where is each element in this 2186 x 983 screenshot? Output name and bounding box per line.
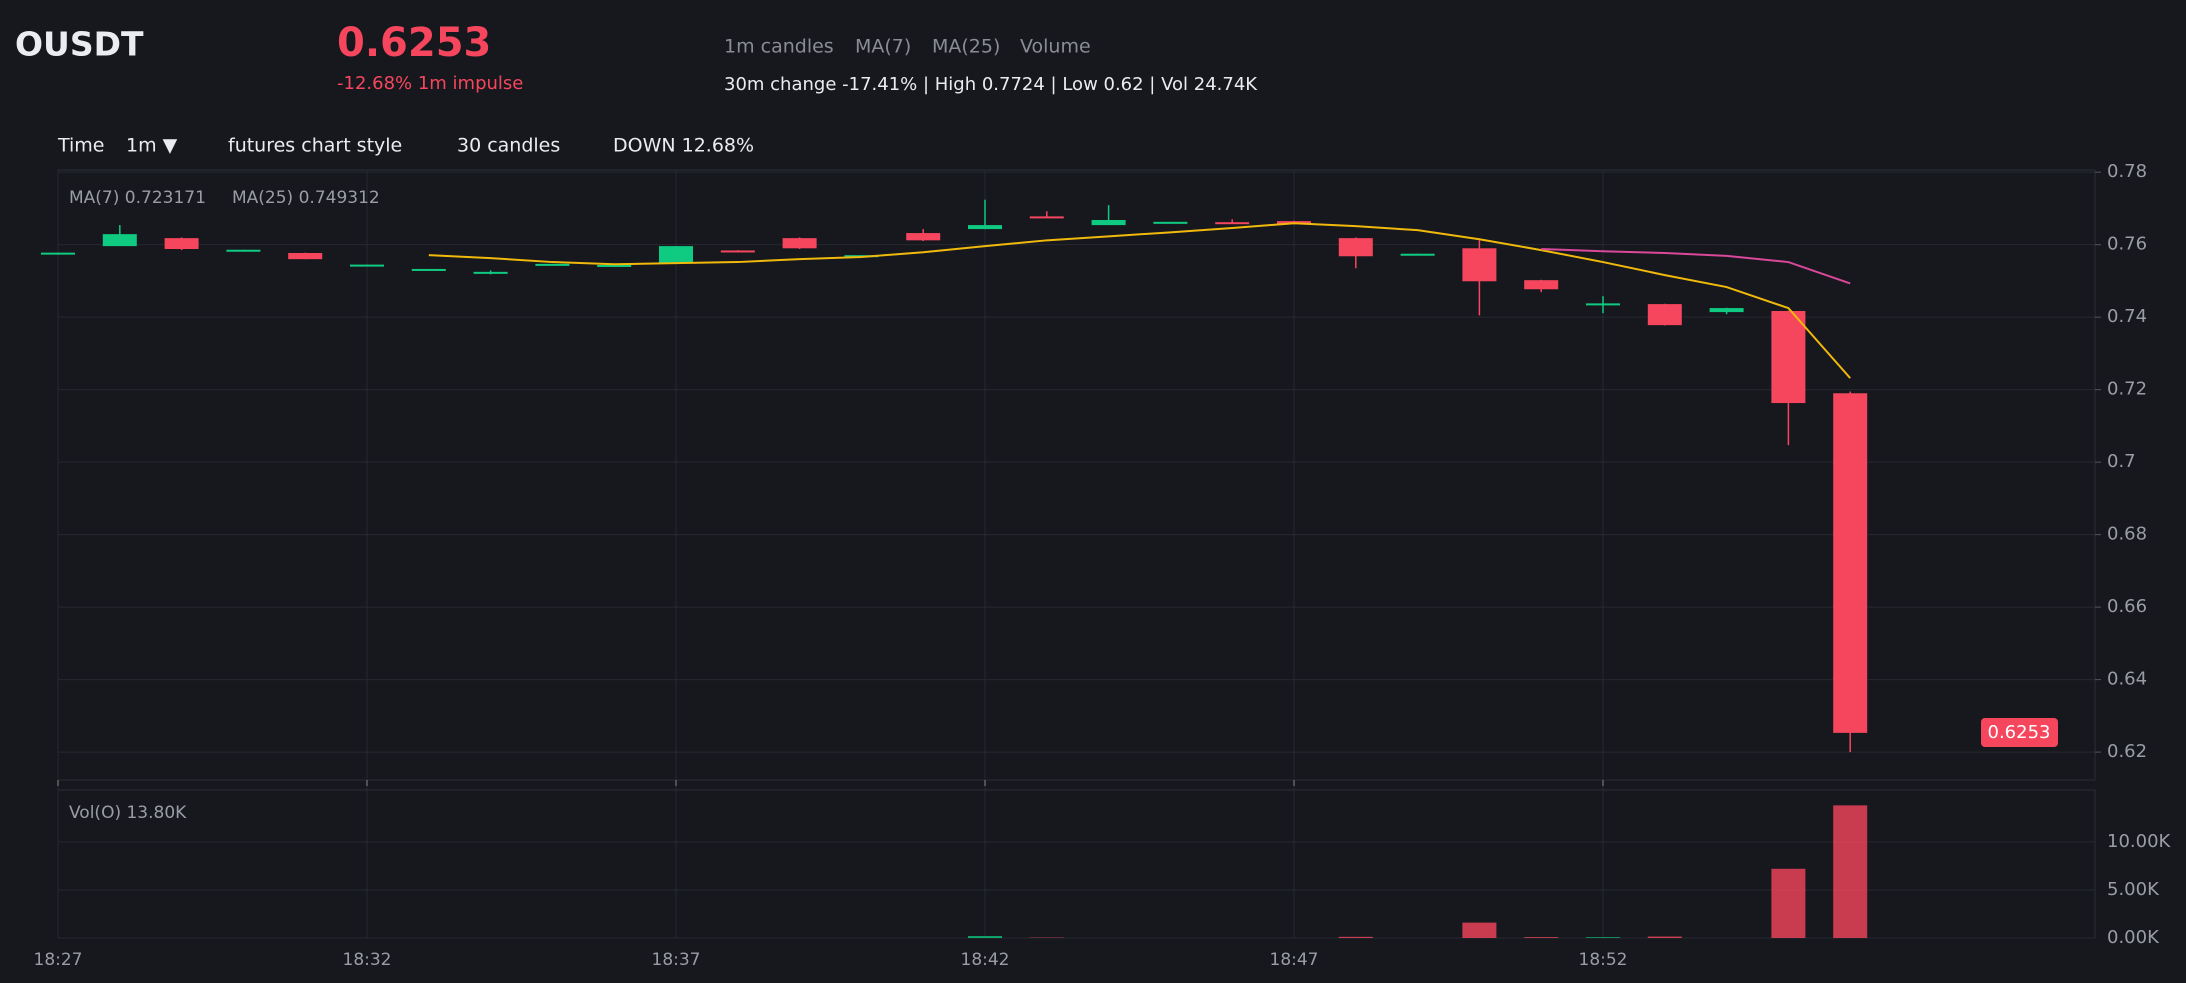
volume-bar [1647,936,1682,938]
candle-body [226,249,261,252]
candle-body [535,263,570,266]
volume-bar [1771,868,1806,938]
candle-body [164,238,199,250]
direction: DOWN 12.68% [613,135,754,157]
candle-body [782,238,817,249]
legend-item: Volume [1020,36,1091,58]
candle-body [659,246,693,264]
x-tick-label: 18:32 [343,950,392,970]
y-tick-label: 0.68 [2107,524,2147,545]
candle-body [288,253,323,260]
y-tick-label: 0.76 [2107,234,2147,255]
toolbar-label: Time [57,135,105,157]
y-tick-label: 10.00K [2107,831,2172,852]
price-tag: 0.6253 [1988,722,2051,743]
candle-body [1091,220,1126,226]
symbol: OUSDT [15,25,144,64]
candle-body [1400,253,1435,256]
legend-item: 1m candles [724,36,834,58]
y-tick-label: 0.64 [2107,669,2147,690]
candle-body [102,234,137,247]
ma-line [428,222,1851,379]
candle-body [1215,222,1250,225]
candle-body [1833,393,1868,733]
candle-body [1647,304,1682,326]
candle-body [350,264,384,267]
x-tick-label: 18:47 [1270,950,1319,970]
x-tick-label: 18:27 [34,950,83,970]
candle-body [41,252,75,255]
candle-body [1462,248,1497,282]
x-tick-label: 18:42 [961,950,1010,970]
price: 0.6253 [337,20,491,66]
ma-legend: MA(25) 0.749312 [232,188,380,208]
candle-count: 30 candles [457,135,560,157]
x-tick-label: 18:37 [652,950,701,970]
volume-bar [1833,805,1868,938]
legend-item: MA(25) [932,36,1000,58]
candle-body [906,233,941,241]
candle-body [1338,238,1373,257]
y-tick-label: 0.66 [2107,596,2147,617]
volume-bar [1462,922,1497,938]
interval-button[interactable]: 1m ▼ [126,135,178,157]
legend-item: MA(7) [855,36,911,58]
y-tick-label: 0.7 [2107,451,2136,472]
ma-legend: MA(7) 0.723171 [69,188,206,208]
y-tick-label: 0.78 [2107,161,2147,182]
y-tick-label: 0.72 [2107,379,2147,400]
volume-bar [968,936,1002,938]
volume-legend: Vol(O) 13.80K [69,803,187,823]
candle-body [968,225,1002,230]
y-tick-label: 0.62 [2107,741,2147,762]
stats: 30m change -17.41% | High 0.7724 | Low 0… [724,74,1258,95]
candle-body [411,268,446,271]
y-tick-label: 5.00K [2107,879,2160,900]
candle-body [1709,308,1744,313]
volume-bar [1586,937,1620,938]
impulse: -12.68% 1m impulse [337,73,523,94]
candle-body [473,271,508,274]
candle-body [720,250,755,253]
candle-body [597,264,632,267]
y-tick-label: 0.00K [2107,927,2160,948]
style-button[interactable]: futures chart style [228,135,402,157]
volume-bar [1338,936,1373,938]
candle-body [1153,221,1188,224]
candle-body [1586,303,1620,306]
candle-body [1771,310,1806,404]
ma-line [1541,248,1851,285]
y-tick-label: 0.74 [2107,306,2147,327]
price-tag-bg [1981,718,2058,747]
volume-bar [1524,937,1559,938]
candle-body [1524,280,1559,290]
x-tick-label: 18:52 [1579,950,1628,970]
candle-body [1029,216,1064,219]
